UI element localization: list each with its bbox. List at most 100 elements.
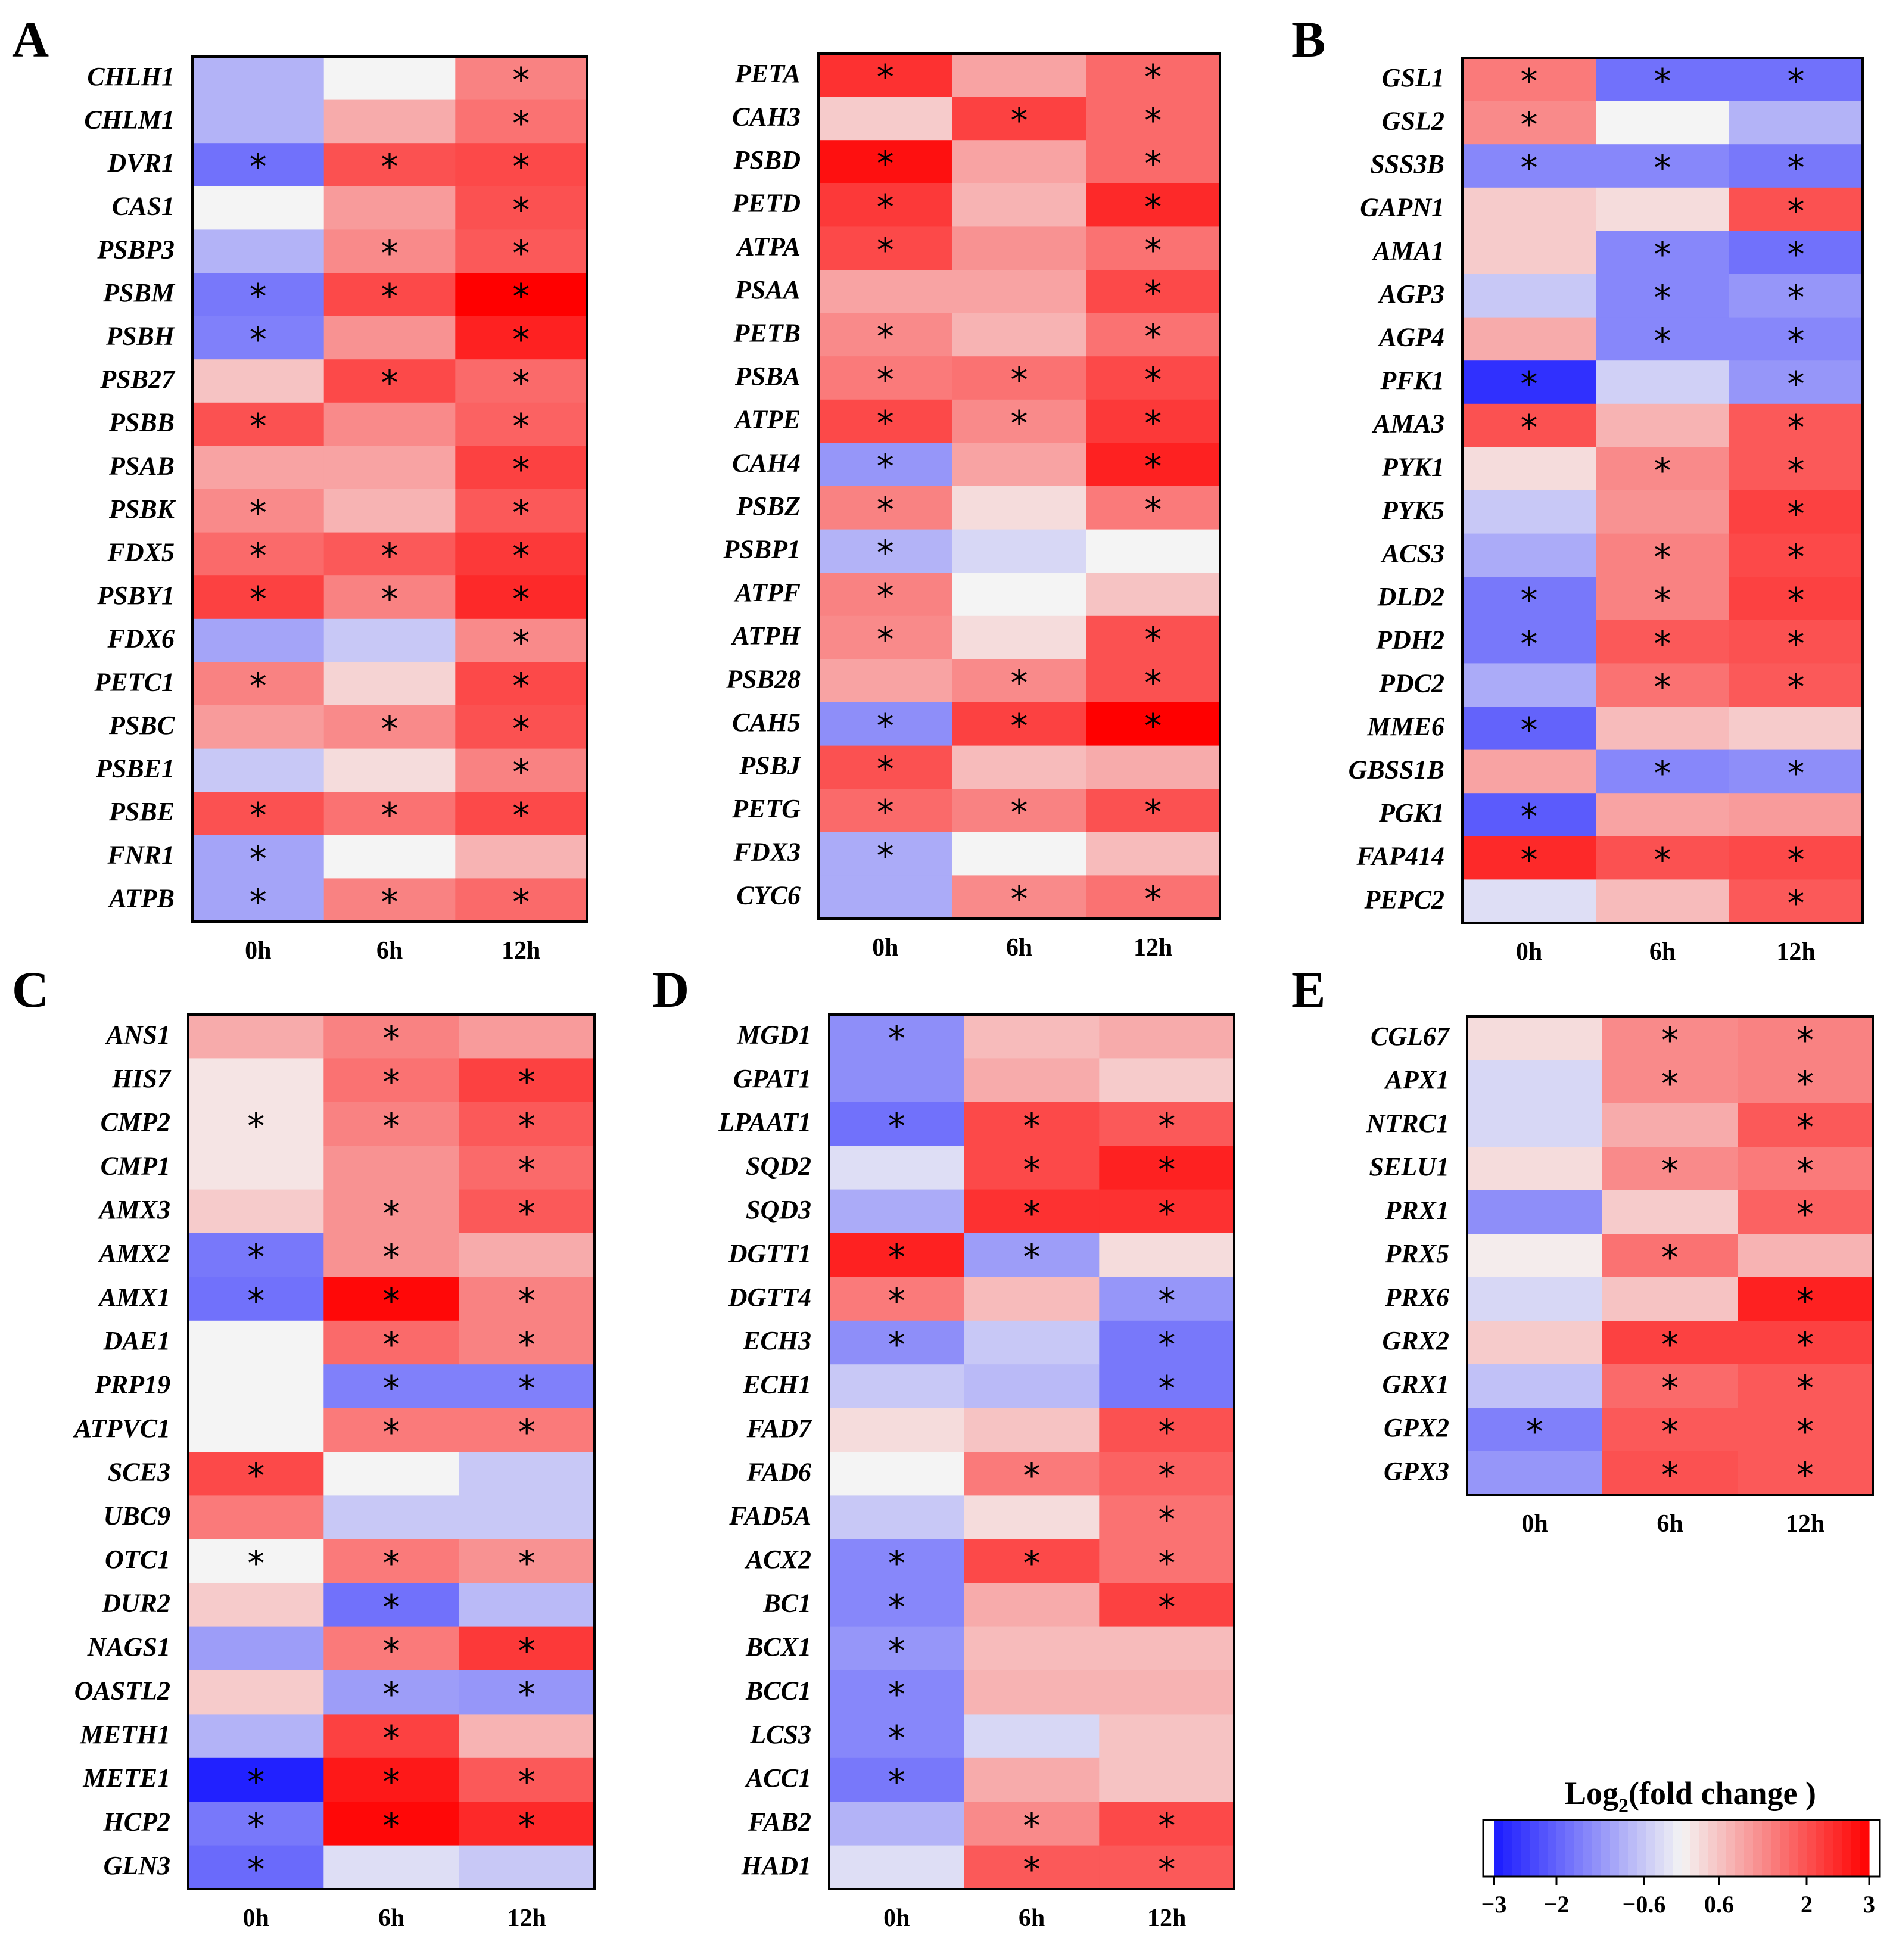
significance-marker: *: [512, 60, 530, 101]
legend-swatch: [1860, 1820, 1870, 1877]
gene-label: PSAB: [108, 451, 175, 480]
heatmap-cell: [1467, 1147, 1603, 1191]
heatmap-cell: [1462, 144, 1596, 188]
heatmap-cell: [1729, 620, 1863, 664]
heatmap-cell: [192, 316, 325, 360]
heatmap-cell: [323, 359, 456, 403]
gene-label: DGTT1: [728, 1239, 811, 1268]
significance-marker: *: [518, 1368, 535, 1408]
legend-swatch: [1717, 1820, 1727, 1877]
heatmap-cell: [952, 399, 1086, 443]
heatmap-cell: [459, 1320, 595, 1365]
significance-marker: *: [512, 493, 530, 533]
gene-label: PGK1: [1378, 798, 1444, 827]
heatmap-cell: [1467, 1277, 1603, 1321]
column-label: 0h: [1521, 1510, 1548, 1538]
significance-marker: *: [383, 1237, 400, 1277]
heatmap-cell: [192, 446, 325, 490]
heatmap-cell: [829, 1495, 965, 1540]
heatmap-cell: [829, 1408, 965, 1452]
gene-label: SCE3: [108, 1457, 170, 1486]
heatmap-cell: [1462, 707, 1596, 751]
legend-swatch: [1646, 1820, 1655, 1877]
legend-swatch: [1851, 1820, 1861, 1877]
legend-swatch: [1735, 1820, 1745, 1877]
gene-label: ACX2: [744, 1545, 811, 1574]
heatmap-cell: [1596, 187, 1730, 231]
significance-marker: *: [383, 1586, 400, 1627]
significance-marker: *: [381, 882, 398, 922]
heatmap-cell: [1467, 1234, 1603, 1278]
heatmap-cell: [818, 54, 953, 98]
significance-marker: *: [888, 1718, 905, 1759]
heatmap-cell: [323, 143, 456, 187]
heatmap-cell: [829, 1277, 965, 1321]
heatmap-cell: [323, 1539, 460, 1583]
gene-label: FAP414: [1356, 842, 1444, 871]
gene-label: PSBE: [108, 797, 175, 826]
heatmap-cell: [818, 140, 953, 184]
heatmap-cell: [323, 878, 456, 922]
significance-marker: *: [1521, 710, 1538, 751]
significance-marker: *: [1023, 1455, 1041, 1496]
gene-label: GRX2: [1383, 1326, 1449, 1355]
legend-swatch: [1592, 1820, 1602, 1877]
significance-marker: *: [1788, 580, 1805, 621]
heatmap-cell: [1462, 231, 1596, 275]
significance-marker: *: [888, 1018, 905, 1059]
heatmap-cell: [1738, 1060, 1873, 1104]
significance-marker: *: [1521, 623, 1538, 664]
significance-marker: *: [1661, 1150, 1679, 1191]
heatmap-cell: [323, 186, 456, 230]
heatmap-cell: [1462, 490, 1596, 534]
legend-swatch: [1601, 1820, 1611, 1877]
significance-marker: *: [383, 1805, 400, 1846]
heatmap-cell: [1729, 403, 1863, 447]
significance-marker: *: [1158, 1149, 1175, 1190]
heatmap-cell: [192, 402, 325, 446]
significance-marker: *: [1521, 148, 1538, 188]
significance-marker: *: [1797, 1150, 1814, 1191]
legend-swatch: [1530, 1820, 1539, 1877]
significance-marker: *: [877, 706, 894, 746]
gene-label: PSBZ: [736, 491, 801, 521]
significance-marker: *: [1654, 234, 1671, 275]
gene-label: FAD5A: [728, 1501, 811, 1530]
significance-marker: *: [250, 493, 267, 533]
significance-marker: *: [1661, 1455, 1679, 1495]
heatmap-cell: [829, 1233, 965, 1277]
significance-marker: *: [1158, 1368, 1175, 1408]
heatmap-cell: [1086, 615, 1221, 659]
heatmap-cell: [1729, 663, 1863, 707]
gene-label: PSB28: [726, 664, 801, 693]
significance-marker: *: [1661, 1411, 1679, 1452]
heatmap-cell: [1729, 707, 1863, 751]
gene-label: PSBE1: [95, 754, 175, 783]
gene-label: DLD2: [1377, 582, 1444, 611]
heatmap-cell: [455, 748, 587, 792]
significance-marker: *: [877, 316, 894, 357]
gene-label: AMX1: [97, 1283, 170, 1312]
significance-marker: *: [1011, 792, 1028, 833]
heatmap-cell: [323, 748, 456, 792]
significance-marker: *: [512, 752, 530, 792]
significance-marker: *: [1788, 753, 1805, 794]
heatmap-cell: [818, 573, 953, 617]
legend-swatch: [1762, 1820, 1771, 1877]
gene-label: FDX5: [107, 538, 175, 567]
legend-swatch: [1503, 1820, 1512, 1877]
gene-label: AMX2: [97, 1239, 170, 1268]
legend-swatch: [1726, 1820, 1736, 1877]
heatmap-cell: [192, 662, 325, 706]
heatmap-cell: [323, 1802, 460, 1846]
significance-marker: *: [877, 490, 894, 530]
heatmap-cell: [323, 1583, 460, 1628]
legend-swatch: [1494, 1820, 1503, 1877]
significance-marker: *: [1788, 494, 1805, 534]
significance-marker: *: [1788, 450, 1805, 491]
heatmap-panels: A*CHLH1*CHLM1* * *DVR1*CAS1* *PSBP3* * *PSBM*…: [12, 11, 1874, 1932]
gene-label: PSBD: [733, 145, 801, 175]
heatmap-cell: [459, 1015, 595, 1059]
legend-swatch: [1664, 1820, 1673, 1877]
legend-swatch: [1628, 1820, 1637, 1877]
